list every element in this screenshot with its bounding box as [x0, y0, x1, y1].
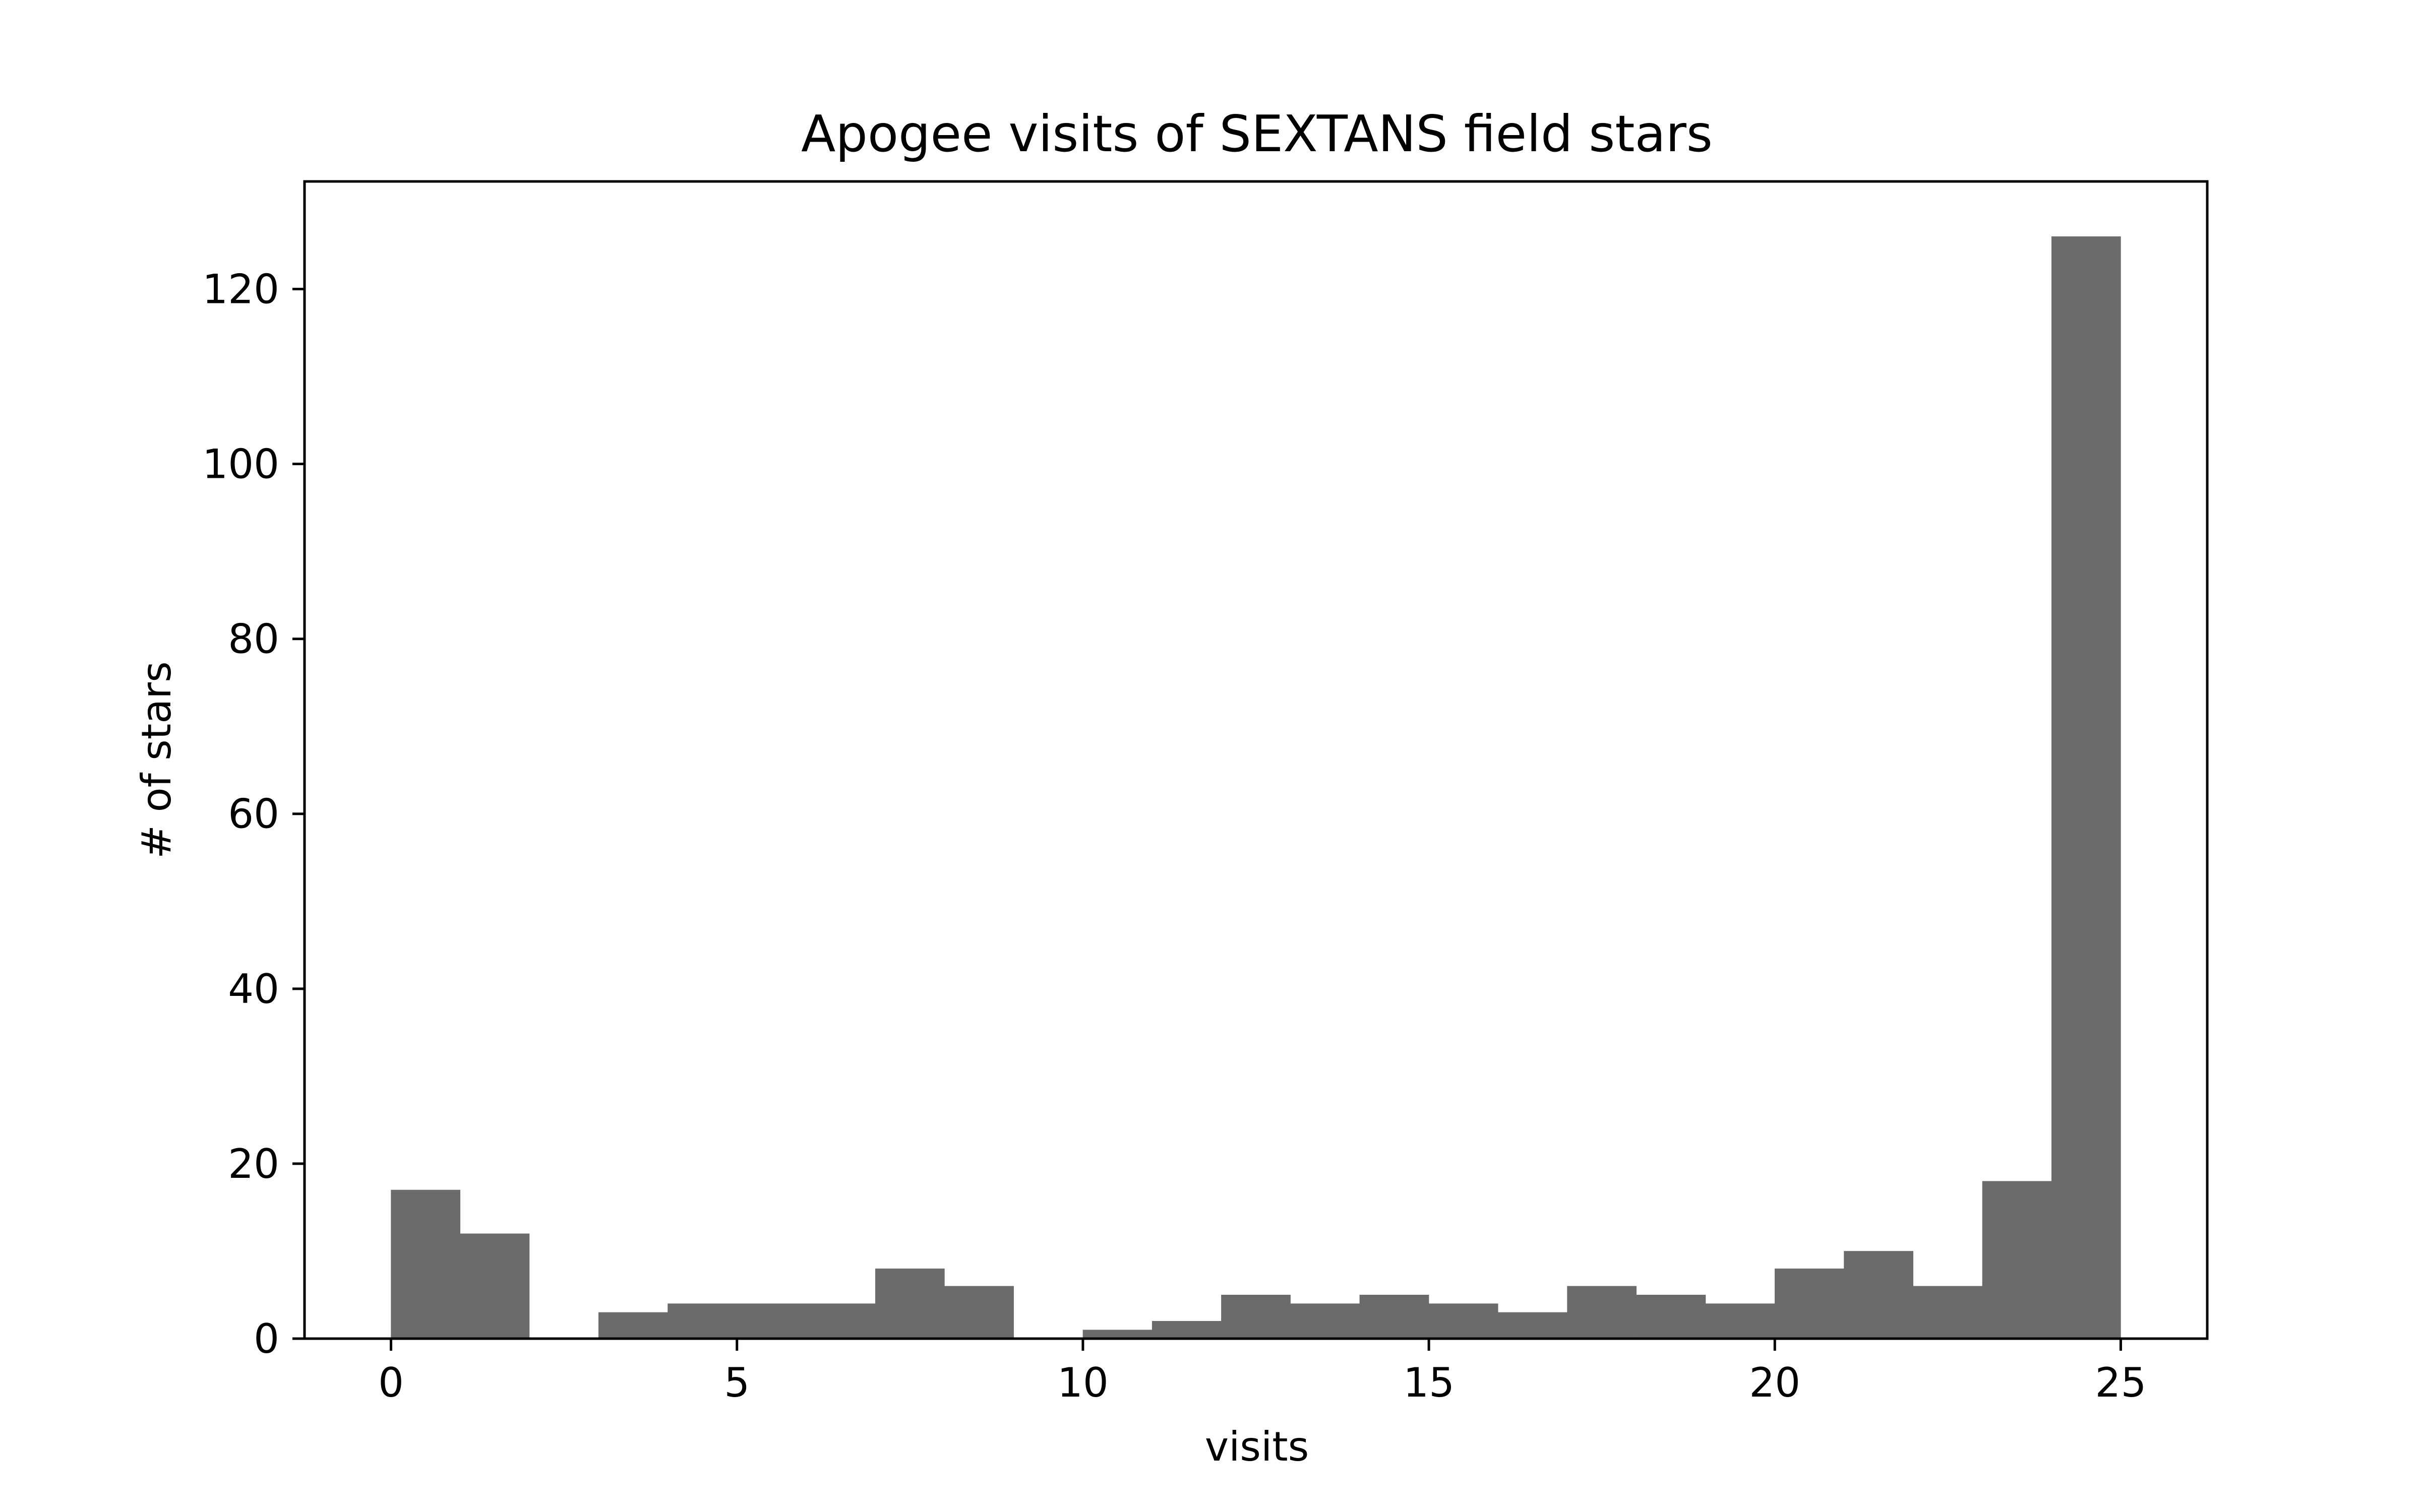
x-axis-label: visits: [1205, 1423, 1309, 1470]
x-axis-ticks: 0 5 10 15 20 25: [378, 1339, 2146, 1406]
y-tick-label: 60: [228, 791, 279, 838]
histogram-bar: [1428, 1303, 1498, 1339]
histogram-bar: [944, 1286, 1014, 1339]
histogram-bar: [1982, 1181, 2052, 1339]
y-tick-label: 20: [228, 1141, 279, 1187]
bars-group: [391, 236, 2121, 1339]
x-tick-label: 20: [1749, 1359, 1800, 1406]
histogram-bar: [460, 1233, 530, 1339]
histogram-bar: [1082, 1330, 1153, 1339]
histogram-bar: [2051, 236, 2121, 1339]
histogram-bar: [668, 1303, 737, 1339]
histogram-bar: [1913, 1286, 1983, 1339]
y-axis-ticks: 0 20 40 60 80 100 120: [202, 266, 305, 1362]
histogram-bar: [1567, 1286, 1637, 1339]
histogram-bar: [1290, 1303, 1360, 1339]
plot-frame: [303, 180, 2209, 1340]
histogram-bar: [1152, 1321, 1222, 1339]
histogram-bar: [806, 1303, 876, 1339]
x-tick-label: 25: [2095, 1359, 2147, 1406]
x-tick-label: 5: [724, 1359, 750, 1406]
histogram-bar: [1636, 1294, 1706, 1339]
x-tick-label: 15: [1403, 1359, 1455, 1406]
y-tick-label: 100: [202, 441, 279, 488]
histogram-bar: [598, 1312, 668, 1339]
y-tick-label: 120: [202, 266, 279, 312]
histogram-bar: [1498, 1312, 1567, 1339]
histogram-bar: [1359, 1294, 1429, 1339]
histogram-bar: [1844, 1251, 1913, 1339]
histogram-bar: [875, 1268, 945, 1339]
histogram-bar: [1221, 1294, 1291, 1339]
y-tick-label: 40: [228, 966, 279, 1013]
histogram-bar: [737, 1303, 807, 1339]
y-axis-label: # of stars: [133, 661, 180, 859]
chart-title: Apogee visits of SEXTANS field stars: [801, 104, 1713, 163]
histogram-bar: [1775, 1268, 1844, 1339]
y-tick-label: 80: [228, 616, 279, 663]
histogram-bar: [1705, 1303, 1775, 1339]
x-tick-label: 0: [378, 1359, 404, 1406]
histogram-bar: [391, 1189, 461, 1339]
y-tick-label: 0: [254, 1315, 279, 1362]
x-tick-label: 10: [1057, 1359, 1109, 1406]
